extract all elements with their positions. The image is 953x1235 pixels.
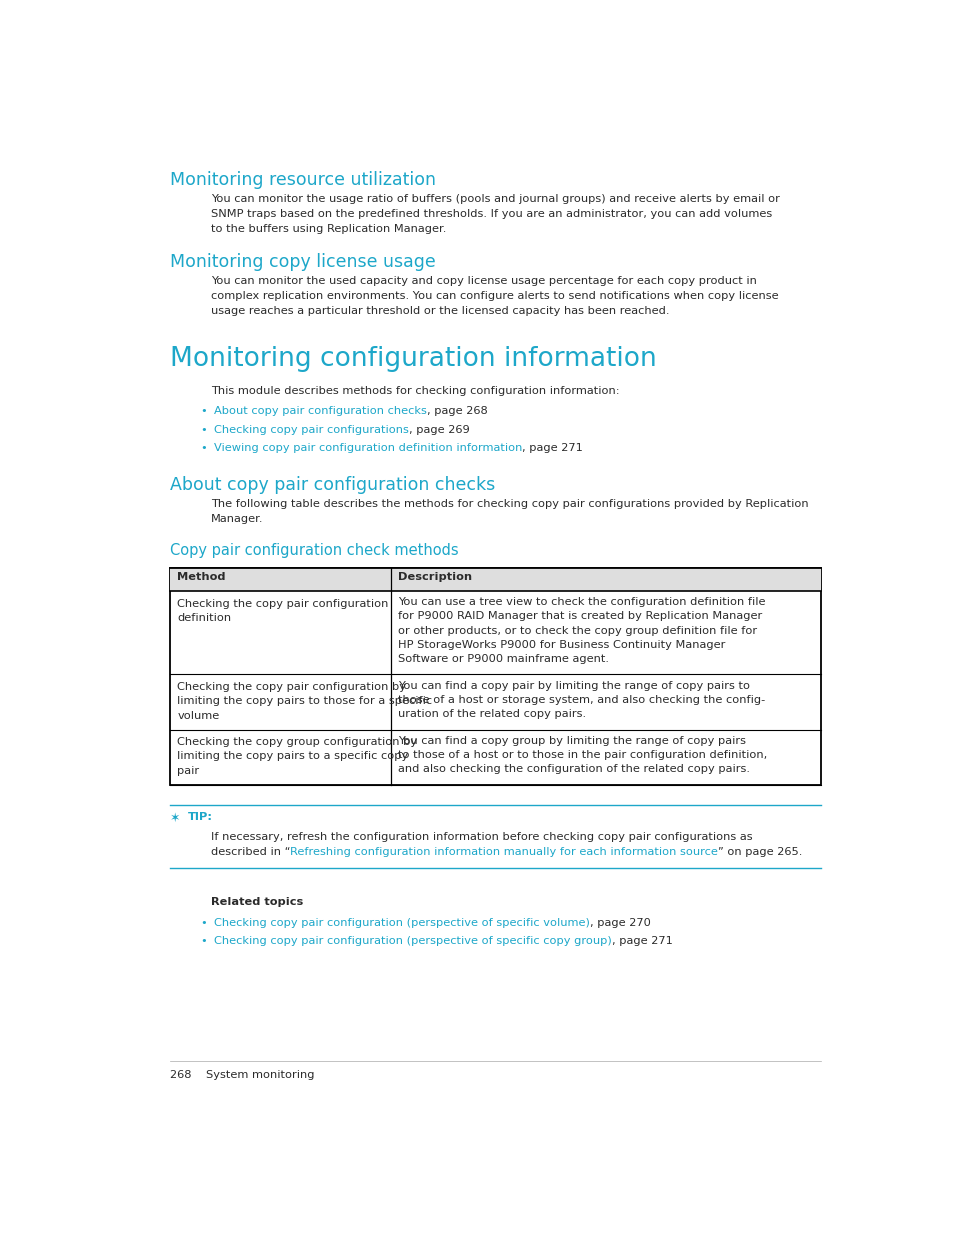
Text: ” on page 265.: ” on page 265.	[718, 846, 801, 857]
Text: You can find a copy pair by limiting the range of copy pairs to: You can find a copy pair by limiting the…	[397, 680, 749, 690]
Bar	[170, 568, 820, 784]
Text: Checking the copy group configuration by: Checking the copy group configuration by	[177, 737, 417, 747]
Text: HP StorageWorks P9000 for Business Continuity Manager: HP StorageWorks P9000 for Business Conti…	[397, 640, 725, 650]
Bar	[170, 568, 820, 592]
Text: You can monitor the usage ratio of buffers (pools and journal groups) and receiv: You can monitor the usage ratio of buffe…	[211, 194, 779, 205]
Text: , page 271: , page 271	[611, 936, 672, 946]
Text: Refreshing configuration information manually for each information source: Refreshing configuration information man…	[290, 846, 718, 857]
Text: definition: definition	[177, 613, 232, 622]
Text: Checking the copy pair configuration by: Checking the copy pair configuration by	[177, 682, 406, 692]
Text: •: •	[200, 918, 207, 929]
Text: Manager.: Manager.	[211, 514, 263, 525]
Text: ✶: ✶	[170, 811, 180, 825]
Text: Viewing copy pair configuration definition information: Viewing copy pair configuration definiti…	[213, 443, 521, 453]
Text: The following table describes the methods for checking copy pair configurations : The following table describes the method…	[211, 499, 807, 509]
Text: •: •	[200, 443, 207, 453]
Text: •: •	[200, 406, 207, 416]
Text: TIP:: TIP:	[187, 811, 213, 821]
Text: to those of a host or to those in the pair configuration definition,: to those of a host or to those in the pa…	[397, 750, 767, 760]
Text: , page 270: , page 270	[589, 918, 650, 929]
Text: Monitoring configuration information: Monitoring configuration information	[170, 346, 656, 372]
Text: You can use a tree view to check the configuration definition file: You can use a tree view to check the con…	[397, 597, 765, 608]
Text: You can find a copy group by limiting the range of copy pairs: You can find a copy group by limiting th…	[397, 736, 745, 746]
Text: Method: Method	[177, 572, 226, 582]
Text: for P9000 RAID Manager that is created by Replication Manager: for P9000 RAID Manager that is created b…	[397, 611, 761, 621]
Text: Checking copy pair configuration (perspective of specific volume): Checking copy pair configuration (perspe…	[213, 918, 589, 929]
Text: usage reaches a particular threshold or the licensed capacity has been reached.: usage reaches a particular threshold or …	[211, 306, 668, 316]
Text: About copy pair configuration checks: About copy pair configuration checks	[170, 477, 495, 494]
Text: and also checking the configuration of the related copy pairs.: and also checking the configuration of t…	[397, 764, 749, 774]
Text: Copy pair configuration check methods: Copy pair configuration check methods	[170, 543, 457, 558]
Text: If necessary, refresh the configuration information before checking copy pair co: If necessary, refresh the configuration …	[211, 831, 752, 841]
Text: About copy pair configuration checks: About copy pair configuration checks	[213, 406, 426, 416]
Text: volume: volume	[177, 710, 219, 721]
Text: SNMP traps based on the predefined thresholds. If you are an administrator, you : SNMP traps based on the predefined thres…	[211, 210, 771, 220]
Text: or other products, or to check the copy group definition file for: or other products, or to check the copy …	[397, 626, 757, 636]
Text: limiting the copy pairs to a specific copy: limiting the copy pairs to a specific co…	[177, 751, 408, 762]
Text: 268    System monitoring: 268 System monitoring	[170, 1070, 314, 1079]
Text: Monitoring copy license usage: Monitoring copy license usage	[170, 253, 435, 272]
Text: complex replication environments. You can configure alerts to send notifications: complex replication environments. You ca…	[211, 291, 778, 301]
Text: •: •	[200, 936, 207, 946]
Text: Monitoring resource utilization: Monitoring resource utilization	[170, 172, 436, 189]
Text: to the buffers using Replication Manager.: to the buffers using Replication Manager…	[211, 225, 446, 235]
Text: Software or P9000 mainframe agent.: Software or P9000 mainframe agent.	[397, 655, 609, 664]
Text: Checking the copy pair configuration: Checking the copy pair configuration	[177, 599, 388, 609]
Text: those of a host or storage system, and also checking the config-: those of a host or storage system, and a…	[397, 695, 764, 705]
Text: , page 269: , page 269	[408, 425, 469, 435]
Text: You can monitor the used capacity and copy license usage percentage for each cop: You can monitor the used capacity and co…	[211, 277, 756, 287]
Text: •: •	[200, 425, 207, 435]
Text: described in “: described in “	[211, 846, 290, 857]
Text: , page 271: , page 271	[521, 443, 582, 453]
Text: uration of the related copy pairs.: uration of the related copy pairs.	[397, 709, 586, 719]
Text: This module describes methods for checking configuration information:: This module describes methods for checki…	[211, 387, 618, 396]
Text: limiting the copy pairs to those for a specific: limiting the copy pairs to those for a s…	[177, 697, 432, 706]
Text: pair: pair	[177, 766, 199, 776]
Text: , page 268: , page 268	[426, 406, 487, 416]
Text: Related topics: Related topics	[211, 897, 303, 906]
Text: Checking copy pair configurations: Checking copy pair configurations	[213, 425, 408, 435]
Text: Checking copy pair configuration (perspective of specific copy group): Checking copy pair configuration (perspe…	[213, 936, 611, 946]
Text: Description: Description	[397, 572, 472, 582]
